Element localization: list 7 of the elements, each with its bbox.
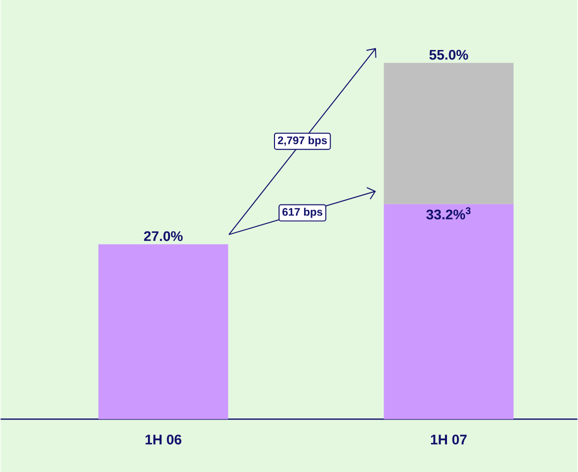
data-label: 27.0% bbox=[144, 231, 183, 242]
annotation: 617 bps bbox=[282, 208, 322, 218]
x-tick-label: 1H 06 bbox=[146, 434, 182, 444]
x-tick-label: 1H 07 bbox=[430, 434, 467, 444]
annotation: 2,797 bps bbox=[278, 136, 327, 146]
total-label: 55.0% bbox=[429, 50, 468, 60]
data-label: 33.2%$^{3}$ bbox=[426, 207, 471, 220]
